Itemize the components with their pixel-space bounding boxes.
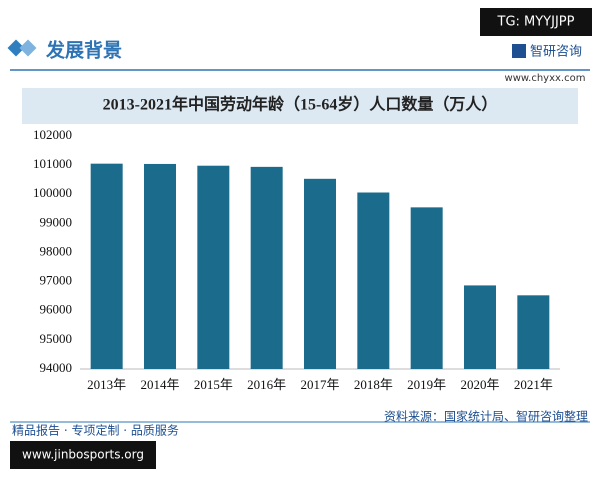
y-tick-label: 99000 (40, 214, 73, 229)
url-box (10, 441, 156, 469)
bar (197, 165, 230, 369)
y-tick-label: 101000 (33, 156, 72, 171)
y-tick-label: 98000 (40, 243, 73, 258)
title-band (22, 88, 578, 124)
y-tick-label: 94000 (40, 360, 73, 375)
x-tick-label: 2013年 (87, 377, 126, 392)
bar (144, 163, 176, 369)
bar (464, 285, 496, 369)
x-tick-label: 2019年 (407, 377, 446, 392)
x-tick-label: 2021年 (514, 377, 553, 392)
tag-box (480, 8, 592, 36)
footer-slogan: 精品报告 · 专项定制 · 品质服务 (12, 423, 179, 438)
bar (517, 295, 550, 369)
header-title: 发展背景 (45, 39, 122, 62)
footer-url: www.jinbosports.org (22, 448, 144, 462)
y-tick-label: 95000 (40, 331, 73, 346)
x-tick-label: 2020年 (460, 377, 499, 392)
x-tick-label: 2014年 (140, 377, 179, 392)
bar (304, 178, 336, 369)
footer-source: 资料来源：国家统计局、智研咨询整理 (384, 409, 588, 424)
x-tick-label: 2017年 (300, 377, 339, 392)
bar (250, 166, 283, 369)
bar (357, 192, 390, 369)
brand-site: www.chyxx.com (505, 73, 586, 84)
bar (90, 163, 123, 369)
brand-logo (512, 44, 526, 58)
plot: 94000 95000 96000 97000 98000 99000 100000 1010… (33, 127, 553, 392)
y-tick-label: 96000 (40, 302, 73, 317)
brand-name: 智研咨询 (530, 45, 582, 60)
y-tick-label: 100000 (33, 185, 72, 200)
y-tick-label: 102000 (33, 127, 72, 142)
x-tick-label: 2015年 (194, 377, 233, 392)
chart-title: 2013-2021年中国劳动年龄（15-64岁）人口数量（万人） (103, 95, 498, 114)
bar (410, 207, 443, 369)
x-tick-label: 2018年 (354, 377, 393, 392)
tag-text: TG: MYYJJPP (497, 15, 575, 30)
y-tick-label: 97000 (40, 273, 73, 288)
x-tick-label: 2016年 (247, 377, 286, 392)
